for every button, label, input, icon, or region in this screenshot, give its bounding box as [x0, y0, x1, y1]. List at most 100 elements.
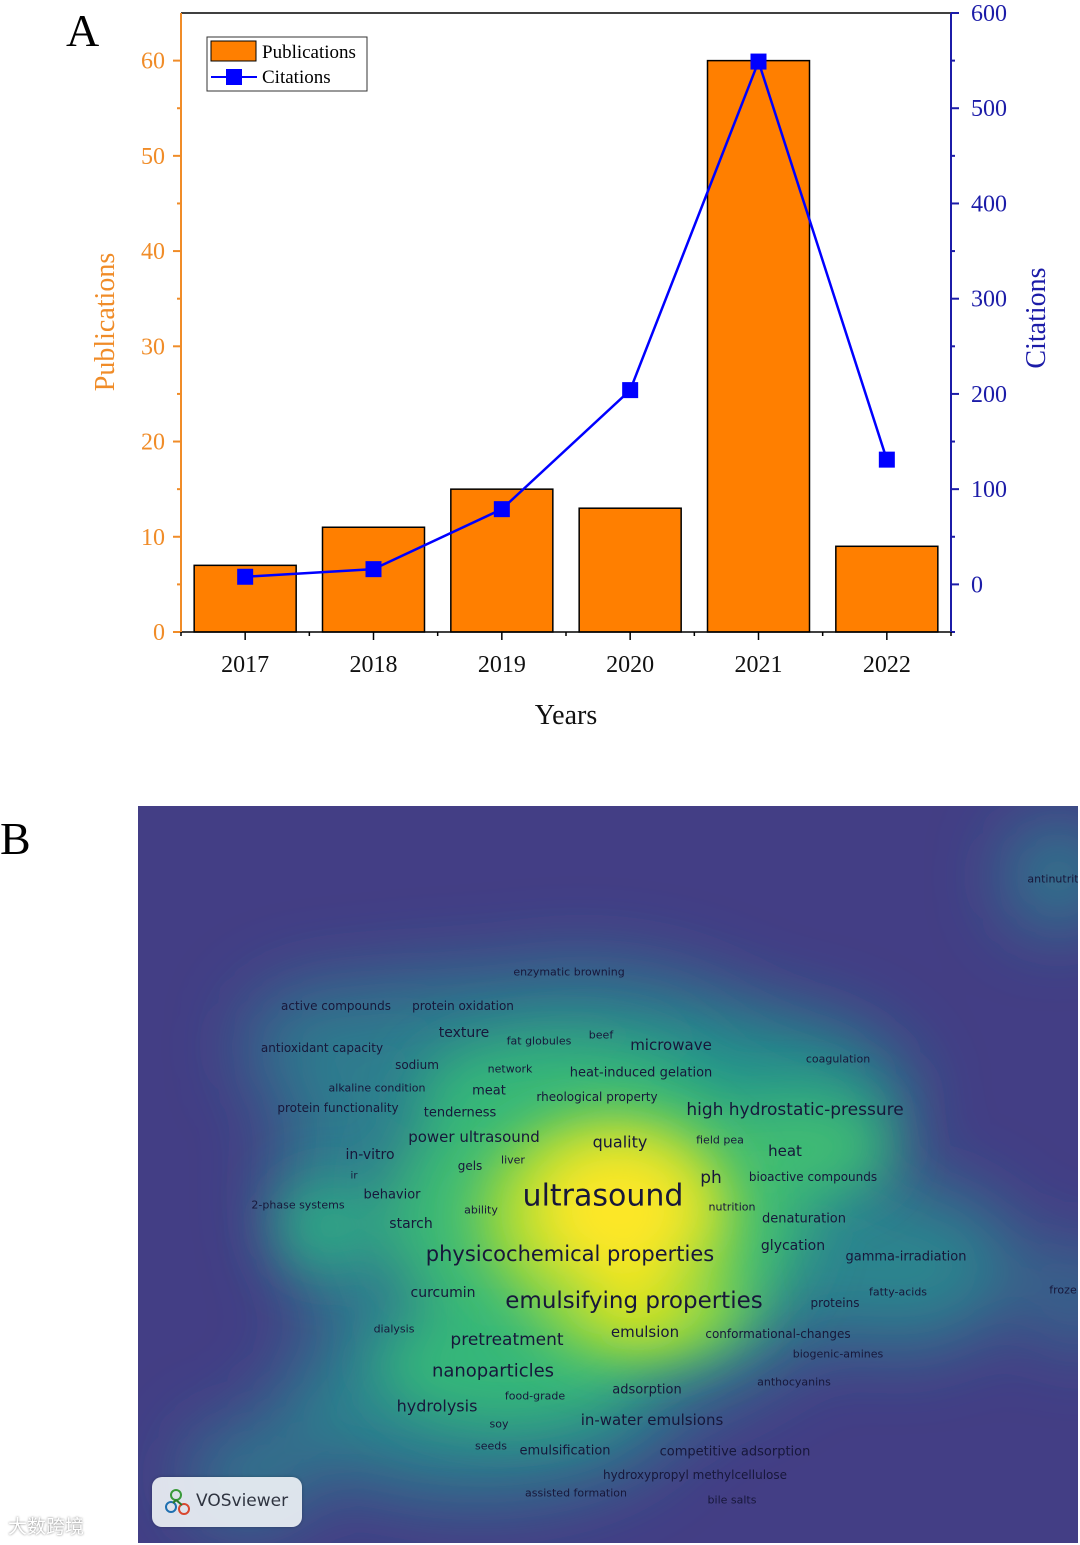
- keyword-label: power ultrasound: [408, 1128, 540, 1146]
- keyword-label: rheological property: [536, 1090, 658, 1104]
- keyword-label: proteins: [810, 1296, 860, 1310]
- keyword-label: food-grade: [504, 1389, 566, 1403]
- keyword-label: nutrition: [708, 1200, 756, 1214]
- citation-marker-2021: [750, 53, 767, 70]
- bar-2018: [321, 526, 426, 633]
- citation-polyline: [245, 57, 889, 579]
- x-tick-label: 2019: [478, 652, 526, 678]
- keyword-label: nanoparticles: [431, 1360, 555, 1382]
- keyword-label: pretreatment: [450, 1330, 564, 1350]
- keyword-label: ability: [464, 1203, 498, 1217]
- x-tick-label: 2021: [735, 652, 783, 678]
- x-tick-label: 2022: [863, 652, 911, 678]
- keyword-label: coagulation: [805, 1052, 871, 1066]
- keyword-density-map: ultrasound physicochemical properties emul…: [138, 806, 1078, 1543]
- legend-publications-label: Publications: [262, 42, 356, 63]
- publication-bars: [193, 59, 939, 633]
- keyword-label: competitive adsorption: [659, 1444, 811, 1460]
- right-tick-label: 100: [971, 477, 1007, 503]
- citation-marker-2017: [237, 568, 254, 585]
- chart-legend: Publications Citations: [206, 36, 368, 92]
- keyword-label: conformational-changes: [705, 1327, 851, 1341]
- keyword-label: protein oxidation: [412, 999, 514, 1013]
- keyword-label: texture: [438, 1025, 490, 1041]
- legend-citations-marker: [226, 69, 242, 85]
- citation-marker-2020: [622, 382, 639, 399]
- keyword-label: microwave: [630, 1036, 712, 1054]
- left-tick-label: 10: [141, 525, 165, 551]
- keyword-label: quality: [592, 1132, 648, 1152]
- keyword-label: fatty-acids: [868, 1285, 928, 1299]
- keyword-label: ph: [700, 1168, 722, 1188]
- keyword-label: sodium: [395, 1058, 439, 1072]
- keyword-label: denaturation: [761, 1211, 847, 1227]
- keyword-label: physicochemical properties: [425, 1242, 715, 1266]
- y-axis-label: Publications: [90, 253, 121, 391]
- keyword-label: antinutrit: [1027, 872, 1078, 886]
- keyword-label: soy: [489, 1417, 509, 1431]
- keyword-label: heat: [768, 1142, 802, 1160]
- left-tick-label: 20: [141, 430, 165, 456]
- right-tick-label: 500: [971, 96, 1007, 122]
- keyword-label: antioxidant capacity: [260, 1041, 384, 1055]
- x-tick-label: 2018: [350, 652, 398, 678]
- left-tick-label: 50: [141, 144, 165, 170]
- x-tick-label: 2017: [221, 652, 269, 678]
- keyword-label: emulsion: [610, 1323, 680, 1341]
- keyword-label: ir: [350, 1170, 358, 1182]
- keyword-label: ultrasound: [522, 1178, 684, 1214]
- citation-marker-2022: [878, 451, 895, 468]
- keyword-label: bile salts: [707, 1493, 757, 1507]
- citation-line: [237, 53, 895, 585]
- keyword-label: active compounds: [281, 999, 391, 1013]
- keyword-label: meat: [472, 1083, 506, 1099]
- keyword-label: bioactive compounds: [748, 1170, 878, 1184]
- citation-marker-2018: [365, 561, 382, 578]
- keyword-label: anthocyanins: [757, 1375, 831, 1389]
- left-tick-label: 60: [141, 49, 165, 75]
- keyword-label: beef: [588, 1028, 614, 1042]
- left-tick-label: 0: [153, 620, 165, 646]
- y2-axis-label: Citations: [1021, 267, 1052, 368]
- bar-2022: [835, 545, 939, 633]
- keyword-label: behavior: [363, 1187, 421, 1203]
- density-heatmap: [188, 826, 1078, 1526]
- keyword-label: dialysis: [373, 1322, 415, 1336]
- keyword-label: enzymatic browning: [513, 965, 625, 979]
- legend-citations-label: Citations: [262, 67, 331, 88]
- keyword-label: liver: [501, 1153, 525, 1167]
- keyword-label: heat-induced gelation: [569, 1065, 713, 1081]
- panel-a-letter: A: [66, 5, 100, 56]
- keyword-label: in-water emulsions: [580, 1411, 724, 1429]
- keyword-label: seeds: [475, 1439, 507, 1453]
- bar-2020: [578, 507, 682, 633]
- right-tick-label: 0: [971, 572, 983, 598]
- keyword-label: network: [487, 1062, 533, 1076]
- vosviewer-badge: VOSviewer: [152, 1477, 302, 1527]
- keyword-label: in-vitro: [345, 1147, 395, 1163]
- keyword-label: protein functionality: [277, 1101, 399, 1115]
- keyword-label: froze: [1049, 1283, 1077, 1297]
- keyword-label: starch: [389, 1216, 433, 1232]
- x-axis-label: Years: [535, 700, 598, 731]
- keyword-label: hydroxypropyl methylcellulose: [602, 1468, 788, 1482]
- keyword-label: fat globules: [506, 1034, 572, 1048]
- vosviewer-label: VOSviewer: [196, 1491, 289, 1511]
- x-tick-label: 2020: [606, 652, 654, 678]
- left-tick-label: 40: [141, 239, 165, 265]
- citation-marker-2019: [493, 501, 510, 518]
- keyword-label: adsorption: [612, 1382, 682, 1398]
- vosviewer-logo-icon: [165, 1489, 190, 1515]
- keyword-label: assisted formation: [524, 1486, 628, 1500]
- right-tick-label: 400: [971, 191, 1007, 217]
- keyword-label: alkaline condition: [328, 1081, 426, 1095]
- keyword-label: tenderness: [423, 1105, 497, 1121]
- right-tick-label: 300: [971, 287, 1007, 313]
- keyword-label: gels: [457, 1159, 483, 1173]
- watermark-text: 大数跨境: [8, 1516, 85, 1538]
- keyword-label: hydrolysis: [396, 1396, 478, 1416]
- bar-2021: [706, 59, 811, 633]
- keyword-label: emulsifying properties: [505, 1288, 763, 1314]
- keyword-label: emulsification: [519, 1443, 611, 1459]
